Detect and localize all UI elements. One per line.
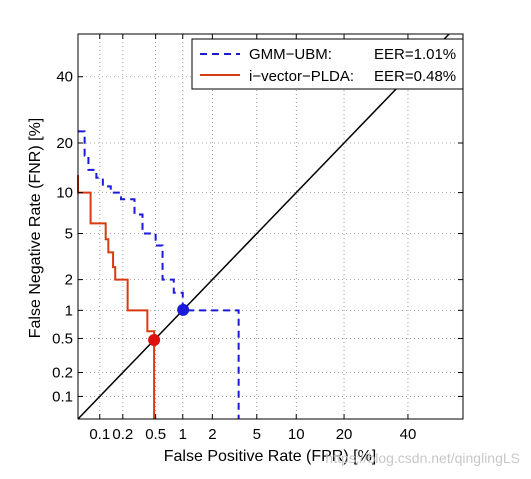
y-axis-label: False Negative Rate (FNR) [%] [27,118,44,339]
watermark: https://blog.csdn.net/qinglingLS [325,450,520,466]
plot-area-frame [77,33,464,420]
eer-diagonal-line [77,33,450,420]
x-tick-label-0-2: 0.2 [112,426,133,443]
legend-eer-gmm-ubm: EER=1.01% [374,46,456,63]
x-tick-label-40: 40 [400,426,417,443]
x-tick-label-0-5: 0.5 [145,426,166,443]
y-tick-label-0-2: 0.2 [52,365,73,382]
x-axis-label: False Positive Rate (FPR) [%] [164,448,377,465]
y-tick-label-1: 1 [65,302,73,319]
legend-box [191,38,464,90]
y-tick-label-20: 20 [56,135,73,152]
x-tick-label-2: 2 [208,426,216,443]
x-axis-ticks: 0.1 0.2 0.5 1 2 5 10 20 40 [89,34,416,443]
legend-label-ivector-plda: i−vector−PLDA: [249,68,354,85]
y-tick-label-5: 5 [65,226,73,243]
eer-diagonal [77,33,450,420]
y-tick-label-10: 10 [56,185,73,202]
legend-eer-ivector-plda: EER=0.48% [374,68,456,85]
y-axis-ticks: 0.1 0.2 0.5 1 2 5 10 20 40 [52,69,463,405]
y-tick-label-0-1: 0.1 [52,388,73,405]
eer-points [148,303,190,347]
y-tick-label-40: 40 [56,69,73,86]
series-line-gmm-ubm [78,130,240,419]
series-group [77,130,240,419]
x-tick-label-5: 5 [253,426,261,443]
series-line-i-vector-plda [77,175,156,419]
eer-point-gmm-ubm [177,303,190,316]
x-tick-label-20: 20 [336,426,353,443]
x-tick-label-0-1: 0.1 [89,426,110,443]
y-tick-label-2: 2 [65,272,73,289]
eer-point-i-vector-plda [148,334,161,347]
legend-label-gmm-ubm: GMM−UBM: [249,46,332,63]
grid [78,34,463,419]
x-tick-label-1: 1 [179,426,187,443]
x-tick-label-10: 10 [288,426,305,443]
y-tick-label-0-5: 0.5 [52,330,73,347]
legend: GMM−UBM: EER=1.01% i−vector−PLDA: EER=0.… [191,38,464,90]
